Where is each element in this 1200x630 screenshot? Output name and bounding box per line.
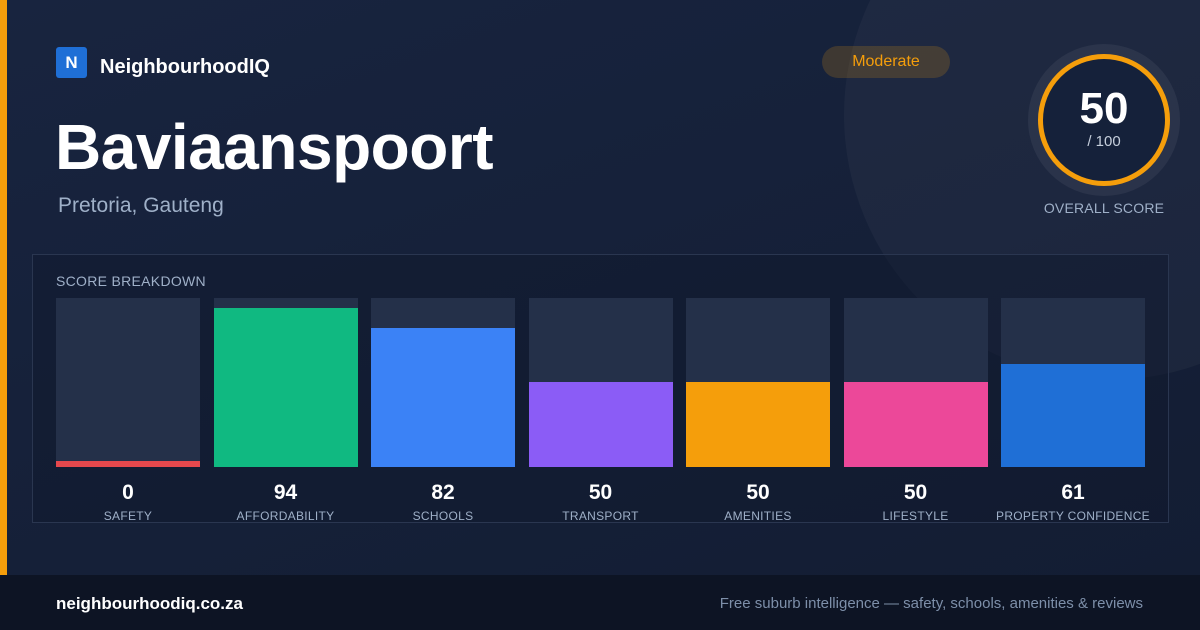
bar-value-label: 61 bbox=[1061, 481, 1085, 504]
overall-score-gauge: 50 / 100 bbox=[1028, 44, 1180, 196]
og-card: N NeighbourhoodIQ Baviaanspoort Pretoria… bbox=[0, 0, 1200, 575]
suburb-location: Pretoria, Gauteng bbox=[58, 194, 224, 217]
bar-value-label: 50 bbox=[903, 481, 928, 504]
bar-track bbox=[56, 298, 200, 467]
gauge-ring bbox=[1038, 54, 1170, 186]
bar-value-label: 0 bbox=[122, 481, 134, 504]
overall-score-value: 50 bbox=[1079, 84, 1129, 133]
bar bbox=[371, 328, 515, 467]
bar bbox=[56, 461, 200, 467]
bar-category-label: AMENITIES bbox=[724, 509, 792, 523]
bar-value-label: 94 bbox=[273, 481, 298, 504]
bar-track bbox=[528, 298, 673, 467]
score-breakdown: SCORE BREAKDOWN 0 SAFETY 94 AFFORDABILITY 82… bbox=[32, 254, 1169, 523]
bar bbox=[843, 382, 988, 467]
bar-column: 50 LIFESTYLE bbox=[843, 298, 988, 523]
bar-column: 82 SCHOOLS bbox=[371, 298, 515, 523]
brand-name: NeighbourhoodIQ bbox=[100, 56, 270, 78]
footer: neighbourhoodiq.co.za Free suburb intell… bbox=[0, 575, 1200, 630]
brand: N NeighbourhoodIQ bbox=[56, 46, 270, 79]
overall-score-max: / 100 bbox=[1087, 133, 1121, 150]
bar-value-label: 50 bbox=[746, 481, 770, 504]
breakdown-title: SCORE BREAKDOWN bbox=[56, 273, 206, 289]
rating-badge: Moderate bbox=[822, 46, 950, 78]
bar bbox=[1001, 364, 1145, 467]
footer-url: neighbourhoodiq.co.za bbox=[56, 594, 243, 613]
bar-category-label: SAFETY bbox=[103, 509, 153, 523]
bar-track bbox=[371, 298, 515, 467]
accent-bar bbox=[0, 0, 7, 575]
brand-logo-icon: N bbox=[56, 47, 87, 78]
suburb-title: Baviaanspoort bbox=[55, 111, 494, 183]
bar-column: 0 SAFETY bbox=[56, 298, 200, 523]
bar-category-label: AFFORDABILITY bbox=[236, 509, 335, 523]
bar-column: 50 TRANSPORT bbox=[528, 298, 673, 523]
bar-track bbox=[1001, 298, 1145, 467]
bar bbox=[528, 382, 673, 467]
bar-category-label: SCHOOLS bbox=[412, 509, 474, 523]
bar bbox=[686, 382, 830, 467]
bar-category-label: TRANSPORT bbox=[562, 509, 639, 523]
bar-column: 94 AFFORDABILITY bbox=[213, 298, 358, 523]
bar-column: 61 PROPERTY CONFIDENCE bbox=[996, 298, 1150, 523]
bar bbox=[213, 308, 358, 467]
bar-column: 50 AMENITIES bbox=[686, 298, 830, 523]
bar-category-label: PROPERTY CONFIDENCE bbox=[996, 509, 1150, 523]
bar-value-label: 82 bbox=[431, 481, 455, 504]
overall-score-label: OVERALL SCORE bbox=[1043, 200, 1165, 216]
bar-track bbox=[686, 298, 830, 467]
bar-category-label: LIFESTYLE bbox=[882, 509, 949, 523]
bar-track bbox=[213, 298, 358, 467]
bar-track bbox=[843, 298, 988, 467]
bar-value-label: 50 bbox=[588, 481, 613, 504]
footer-tagline: Free suburb intelligence — safety, schoo… bbox=[719, 595, 1143, 612]
